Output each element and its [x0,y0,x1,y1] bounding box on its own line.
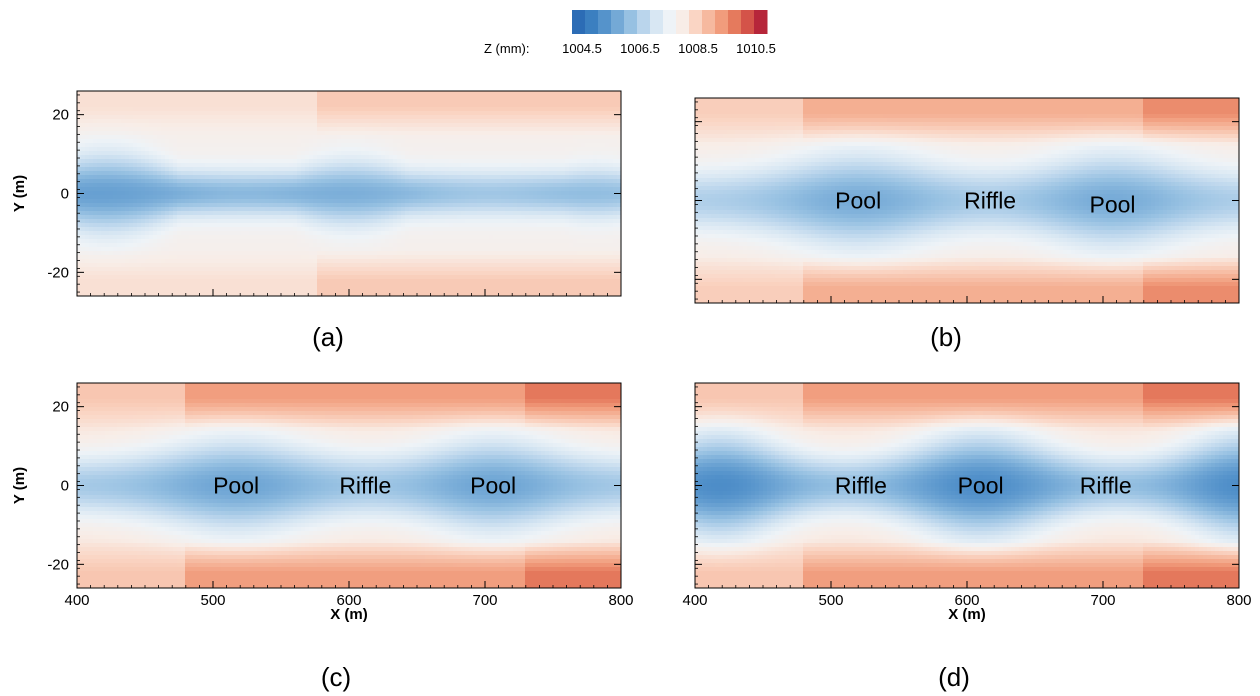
x-tick-label: 400 [64,592,89,609]
annotation-label: Riffle [1080,473,1132,499]
colorbar-tick-label: 1010.5 [736,41,776,56]
x-tick-label: 600 [336,592,361,609]
colorbar-swatch [702,10,716,34]
panel-label: (a) [312,322,344,352]
y-axis-label: Y (m) [11,467,28,504]
colorbar-tick-label: 1004.5 [562,41,602,56]
heatmap-field [695,383,1240,589]
heatmap-field [695,98,1240,304]
colorbar-swatch [611,10,625,34]
x-tick-label: 700 [472,592,497,609]
panel-c: -20 0 20 400 500 600 700 800 X (m) Y (m) Pool Riffl… [11,382,634,692]
colorbar-swatch [572,10,586,34]
y-tick-label: 20 [52,399,69,416]
x-tick-label: 700 [1090,592,1115,609]
x-tick-label: 500 [818,592,843,609]
annotation-label: Pool [958,473,1004,499]
y-tick-label: 20 [52,107,69,124]
annotation-label: Riffle [964,188,1016,214]
annotation-label: Riffle [339,473,391,499]
panel-label: (b) [930,322,962,352]
colorbar-title: Z (mm): [484,41,529,56]
annotation-label: Pool [835,188,881,214]
x-tick-label: 500 [200,592,225,609]
annotation-label: Pool [213,473,259,499]
panel-label: (c) [321,662,351,692]
colorbar-swatch [728,10,742,34]
annotation-label: Pool [470,473,516,499]
panel-b: Pool Riffle Pool (b) [694,97,1240,352]
colorbar-swatch [585,10,599,34]
panel-d: 400 500 600 700 800 X (m) Riffle Pool Riffle (d) [682,382,1252,692]
colorbar-swatch [689,10,703,34]
annotation-label: Riffle [835,473,887,499]
heatmap-field [77,383,622,589]
x-axis-label: X (m) [330,606,368,623]
x-tick-label: 800 [1226,592,1251,609]
colorbar-swatch [637,10,651,34]
y-tick-label: -20 [47,264,69,281]
annotation-label: Pool [1089,191,1135,217]
heatmap-field [77,91,622,297]
colorbar-tick-label: 1006.5 [620,41,660,56]
colorbar-swatch [650,10,664,34]
y-axis-label: Y (m) [11,175,28,212]
x-axis-label: X (m) [948,606,986,623]
x-tick-label: 400 [682,592,707,609]
x-tick-label: 800 [608,592,633,609]
colorbar-swatch [715,10,729,34]
panel-label: (d) [938,662,970,692]
colorbar-tick-label: 1008.5 [678,41,718,56]
colorbar-swatch [663,10,677,34]
colorbar-swatch [754,10,768,34]
y-tick-label: -20 [47,556,69,573]
colorbar: Z (mm): 1004.5 1006.5 1008.5 1010.5 [484,10,776,56]
colorbar-swatch [741,10,755,34]
y-tick-label: 0 [61,186,69,203]
colorbar-swatch [598,10,612,34]
panel-a: -20 0 20 Y (m) (a) [11,90,622,352]
x-tick-label: 600 [954,592,979,609]
colorbar-swatch [676,10,690,34]
y-tick-label: 0 [61,478,69,495]
colorbar-swatch [624,10,638,34]
